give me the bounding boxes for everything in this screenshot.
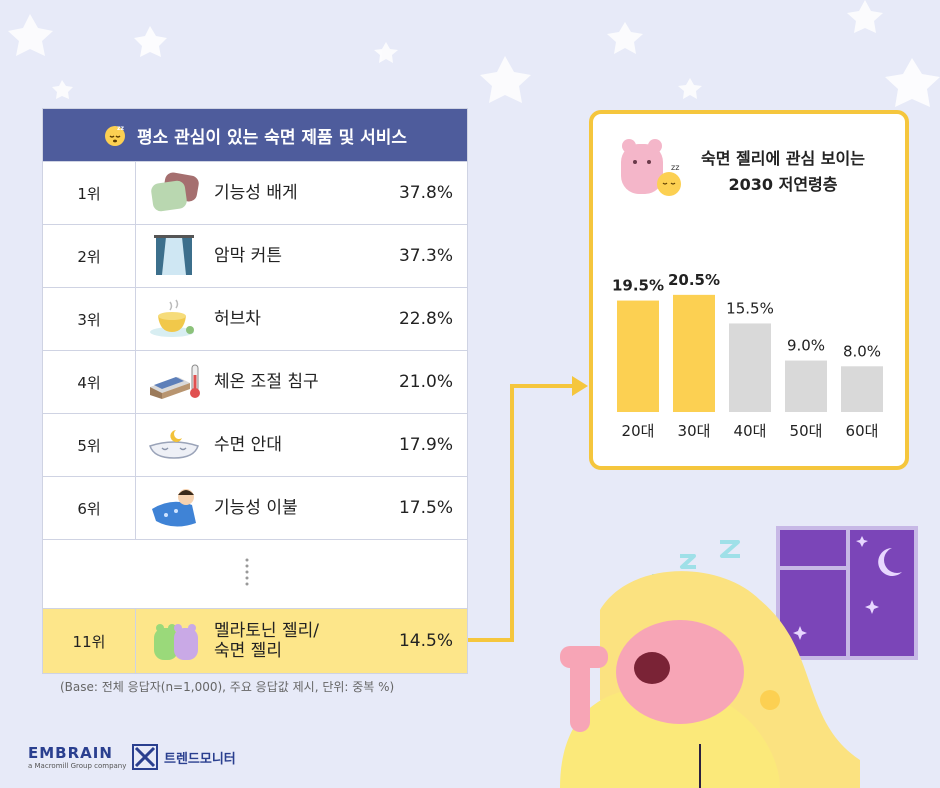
table-header: zz 평소 관심이 있는 숙면 제품 및 서비스 (43, 109, 467, 161)
age-bar-chart: 19.5% 20대 20.5% 30대 15.5% 40대 9.0% 50대 8.0% 60대 (612, 271, 883, 440)
star-decoration (134, 26, 167, 57)
item-percent: 22.8% (398, 309, 453, 329)
category-label: 60대 (846, 422, 879, 440)
window-illustration (776, 526, 918, 660)
item-percent: 17.5% (398, 498, 453, 518)
item-name-line2: 숙면 젤리 (214, 641, 282, 661)
highlight-row: 11위 멜라토닌 젤리/ 숙면 젤리 14.5% (43, 608, 467, 673)
blanket-icon (152, 489, 196, 527)
star-decoration (847, 0, 883, 33)
star-decoration (52, 80, 73, 99)
item-name-line1: 멜라토닌 젤리/ (214, 621, 319, 641)
bar-4 (841, 366, 883, 412)
table-row: 5위 수면 안대 17.9% (43, 413, 467, 476)
panel-title: 숙면 젤리에 관심 보이는 2030 저연령층 (663, 146, 903, 198)
star-decoration (374, 42, 398, 63)
svg-text:zz: zz (671, 163, 679, 172)
pink-bear-icon: zz (621, 139, 681, 196)
item-name: 기능성 이불 (214, 498, 298, 518)
rank-label: 11위 (72, 632, 106, 651)
item-percent: 21.0% (398, 372, 453, 392)
trendmonitor-icon (132, 744, 158, 770)
bar-value-label: 15.5% (726, 299, 774, 317)
star-decoration (480, 56, 531, 103)
sleep-mask-icon (149, 430, 199, 459)
pillow-icon (151, 172, 199, 212)
table-row: 3위 허브차 22.8% (43, 287, 467, 350)
herb-tea-icon (150, 299, 194, 337)
item-name: 체온 조절 침구 (214, 372, 319, 392)
star-decoration (8, 14, 53, 56)
category-label: 30대 (678, 422, 711, 440)
table-row: 6위 기능성 이불 17.5% (43, 476, 467, 539)
bar-0 (617, 300, 659, 412)
table-row: 1위 기능성 배게 37.8% (43, 161, 467, 224)
star-decoration (678, 78, 702, 99)
rank-label: 5위 (77, 436, 101, 455)
item-percent: 37.8% (398, 183, 453, 203)
item-percent: 14.5% (398, 631, 453, 651)
panel-title-line2: 2030 저연령층 (728, 175, 838, 194)
item-percent: 37.3% (398, 246, 453, 266)
rank-label: 3위 (77, 310, 101, 329)
item-name: 허브차 (214, 309, 261, 329)
yawning-woman-illustration (560, 571, 860, 788)
category-label: 20대 (622, 422, 655, 440)
table-row: 2위 암막 커튼 37.3% (43, 224, 467, 287)
curtain-icon (154, 235, 194, 275)
panel-title-line1: 숙면 젤리에 관심 보이는 (701, 149, 865, 168)
gummy-bear-icon (154, 624, 198, 660)
bar-1 (673, 294, 715, 412)
item-name: 수면 안대 (214, 435, 282, 455)
vertical-ellipsis-icon (245, 558, 249, 586)
rank-label: 6위 (77, 499, 101, 518)
bar-value-label: 9.0% (787, 337, 825, 355)
bar-value-label: 8.0% (843, 342, 881, 360)
bar-2 (729, 323, 771, 412)
table-title: 평소 관심이 있는 숙면 제품 및 서비스 (136, 127, 408, 148)
ranking-table: zz 평소 관심이 있는 숙면 제품 및 서비스 1위 기능성 배게 37.8%… (42, 108, 468, 674)
base-note: (Base: 전체 응답자(n=1,000), 주요 응답값 제시, 단위: 중… (60, 680, 395, 694)
item-name: 기능성 배게 (214, 183, 298, 203)
item-name: 암막 커튼 (214, 246, 282, 266)
svg-text:zz: zz (117, 125, 124, 132)
bar-value-label: 19.5% (612, 277, 664, 295)
category-label: 50대 (790, 422, 823, 440)
bed-thermometer-icon (150, 364, 200, 399)
sleeping-face-icon: zz (104, 125, 125, 146)
rank-label: 1위 (77, 184, 101, 203)
category-label: 40대 (734, 422, 767, 440)
item-name: 멜라토닌 젤리/ 숙면 젤리 (214, 621, 373, 661)
embrain-logo: EMBRAIN a Macromill Group company (28, 744, 127, 770)
bar-value-label: 20.5% (668, 271, 720, 289)
bar-3 (785, 360, 827, 412)
trendmonitor-logo: 트렌드모니터 (132, 744, 236, 770)
rank-label: 4위 (77, 373, 101, 392)
star-decoration (885, 58, 940, 107)
ellipsis-row (43, 539, 467, 608)
rank-label: 2위 (77, 247, 101, 266)
star-decoration (607, 22, 643, 54)
table-row: 4위 체온 조절 침구 21.0% (43, 350, 467, 413)
age-chart-panel: zz 숙면 젤리에 관심 보이는 2030 저연령층 19.5% 20대 20.5%… (589, 110, 909, 470)
item-percent: 17.9% (398, 435, 453, 455)
connector-arrow (466, 384, 578, 642)
